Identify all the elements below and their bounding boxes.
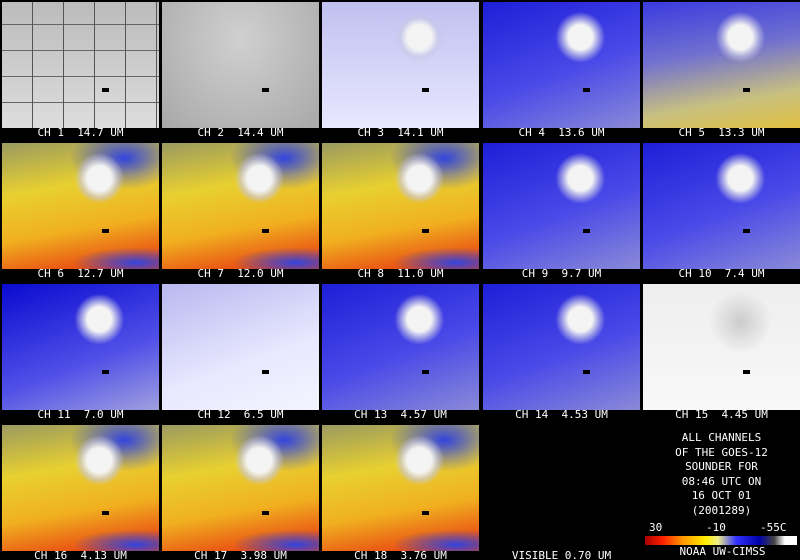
marker: [422, 228, 430, 233]
info-line: SOUNDER FOR: [685, 460, 758, 473]
satellite-image: [162, 2, 319, 128]
channel-label: CH 14 4.53 UM: [515, 408, 608, 421]
satellite-image: [162, 143, 319, 269]
channel-label: CH 11 7.0 UM: [37, 408, 124, 421]
satellite-image: [643, 143, 800, 269]
channel-label: CH 5 13.3 UM: [678, 126, 765, 139]
color-bar-label: -55C: [760, 521, 787, 534]
satellite-image: [483, 284, 640, 410]
marker: [743, 87, 751, 92]
satellite-image: [2, 284, 159, 410]
satellite-image: [483, 143, 640, 269]
marker: [583, 369, 591, 374]
marker: [583, 228, 591, 233]
info-line: OF THE GOES-12: [675, 445, 768, 459]
color-bar-label: -10: [706, 521, 726, 534]
channel-label: CH 18 3.76 UM: [354, 549, 447, 560]
satellite-image: [2, 2, 159, 128]
info-line: 08:46 UTC ON: [681, 474, 762, 488]
satellite-image: [322, 2, 479, 128]
channel-label: CH 7 12.0 UM: [197, 267, 284, 280]
channel-label: CH 1 14.7 UM: [37, 126, 124, 139]
marker: [583, 87, 591, 92]
marker: [262, 369, 270, 374]
channel-label: CH 2 14.4 UM: [197, 126, 284, 139]
channel-label: CH 10 7.4 UM: [678, 267, 765, 280]
marker: [262, 87, 270, 92]
marker: [102, 369, 110, 374]
info-line: (2001289): [691, 503, 752, 517]
credit: NOAA UW-CIMSS: [679, 545, 766, 558]
channel-label: CH 6 12.7 UM: [37, 267, 124, 280]
satellite-image: [322, 143, 479, 269]
color-bar: [645, 536, 797, 545]
channel-label: CH 9 9.7 UM: [521, 267, 602, 280]
satellite-image: [162, 425, 319, 551]
channel-label: CH 3 14.1 UM: [357, 126, 444, 139]
info-line: 16 OCT 01: [691, 489, 752, 502]
marker: [743, 369, 751, 374]
satellite-image: [162, 284, 319, 410]
satellite-image: [483, 425, 640, 551]
channel-label: CH 15 4.45 UM: [675, 408, 768, 421]
marker: [102, 510, 110, 515]
satellite-image: [643, 2, 800, 128]
marker: [102, 228, 110, 233]
marker: [422, 510, 430, 515]
channel-label: CH 13 4.57 UM: [354, 408, 447, 421]
marker: [102, 87, 110, 92]
marker: [262, 510, 270, 515]
satellite-image: [322, 425, 479, 551]
channel-label: CH 4 13.6 UM: [518, 126, 605, 139]
channel-label: CH 8 11.0 UM: [357, 267, 444, 280]
marker: [422, 369, 430, 374]
satellite-image: [483, 2, 640, 128]
info-line: ALL CHANNELS: [681, 431, 762, 444]
marker: [422, 87, 430, 92]
satellite-image: [322, 284, 479, 410]
channel-label: VISIBLE 0.70 UM: [511, 549, 612, 560]
satellite-image: [2, 425, 159, 551]
color-bar-label: 30: [649, 521, 663, 534]
channel-label: CH 17 3.98 UM: [194, 549, 287, 560]
channel-label: CH 16 4.13 UM: [34, 549, 127, 560]
marker: [262, 228, 270, 233]
satellite-image: [643, 284, 800, 410]
satellite-image: [2, 143, 159, 269]
channel-label: CH 12 6.5 UM: [197, 408, 284, 421]
marker: [743, 228, 751, 233]
